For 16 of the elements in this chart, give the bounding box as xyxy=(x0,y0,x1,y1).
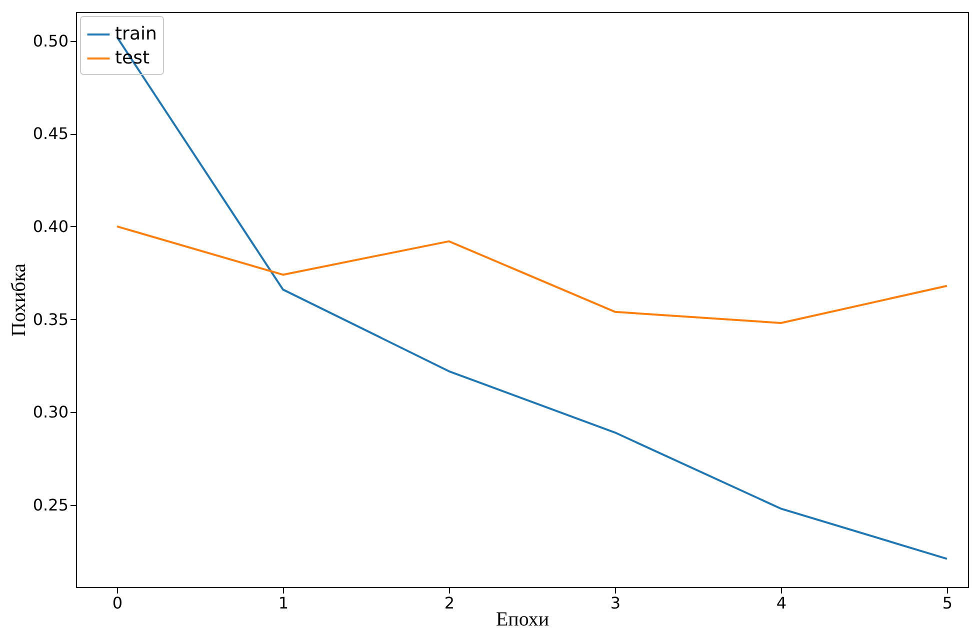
x-tick-label: 2 xyxy=(444,594,455,612)
x-tick-label: 0 xyxy=(112,594,123,612)
y-tick-label: 0.35 xyxy=(32,310,68,329)
x-tick-label: 4 xyxy=(776,594,787,612)
x-axis-title: Епохи xyxy=(496,608,550,630)
y-tick-label: 0.30 xyxy=(32,402,68,422)
y-tick-label: 0.45 xyxy=(32,124,68,144)
y-tick-label: 0.50 xyxy=(32,31,68,50)
x-tick-label: 1 xyxy=(278,594,289,612)
x-tick-label: 3 xyxy=(610,594,621,612)
x-tick-label: 5 xyxy=(942,594,953,612)
y-axis-title: Похибка xyxy=(8,263,30,337)
y-tick-label: 0.40 xyxy=(32,216,68,236)
y-tick-label: 0.25 xyxy=(32,495,68,514)
legend-label: train xyxy=(115,24,157,44)
line-series xyxy=(116,225,948,324)
